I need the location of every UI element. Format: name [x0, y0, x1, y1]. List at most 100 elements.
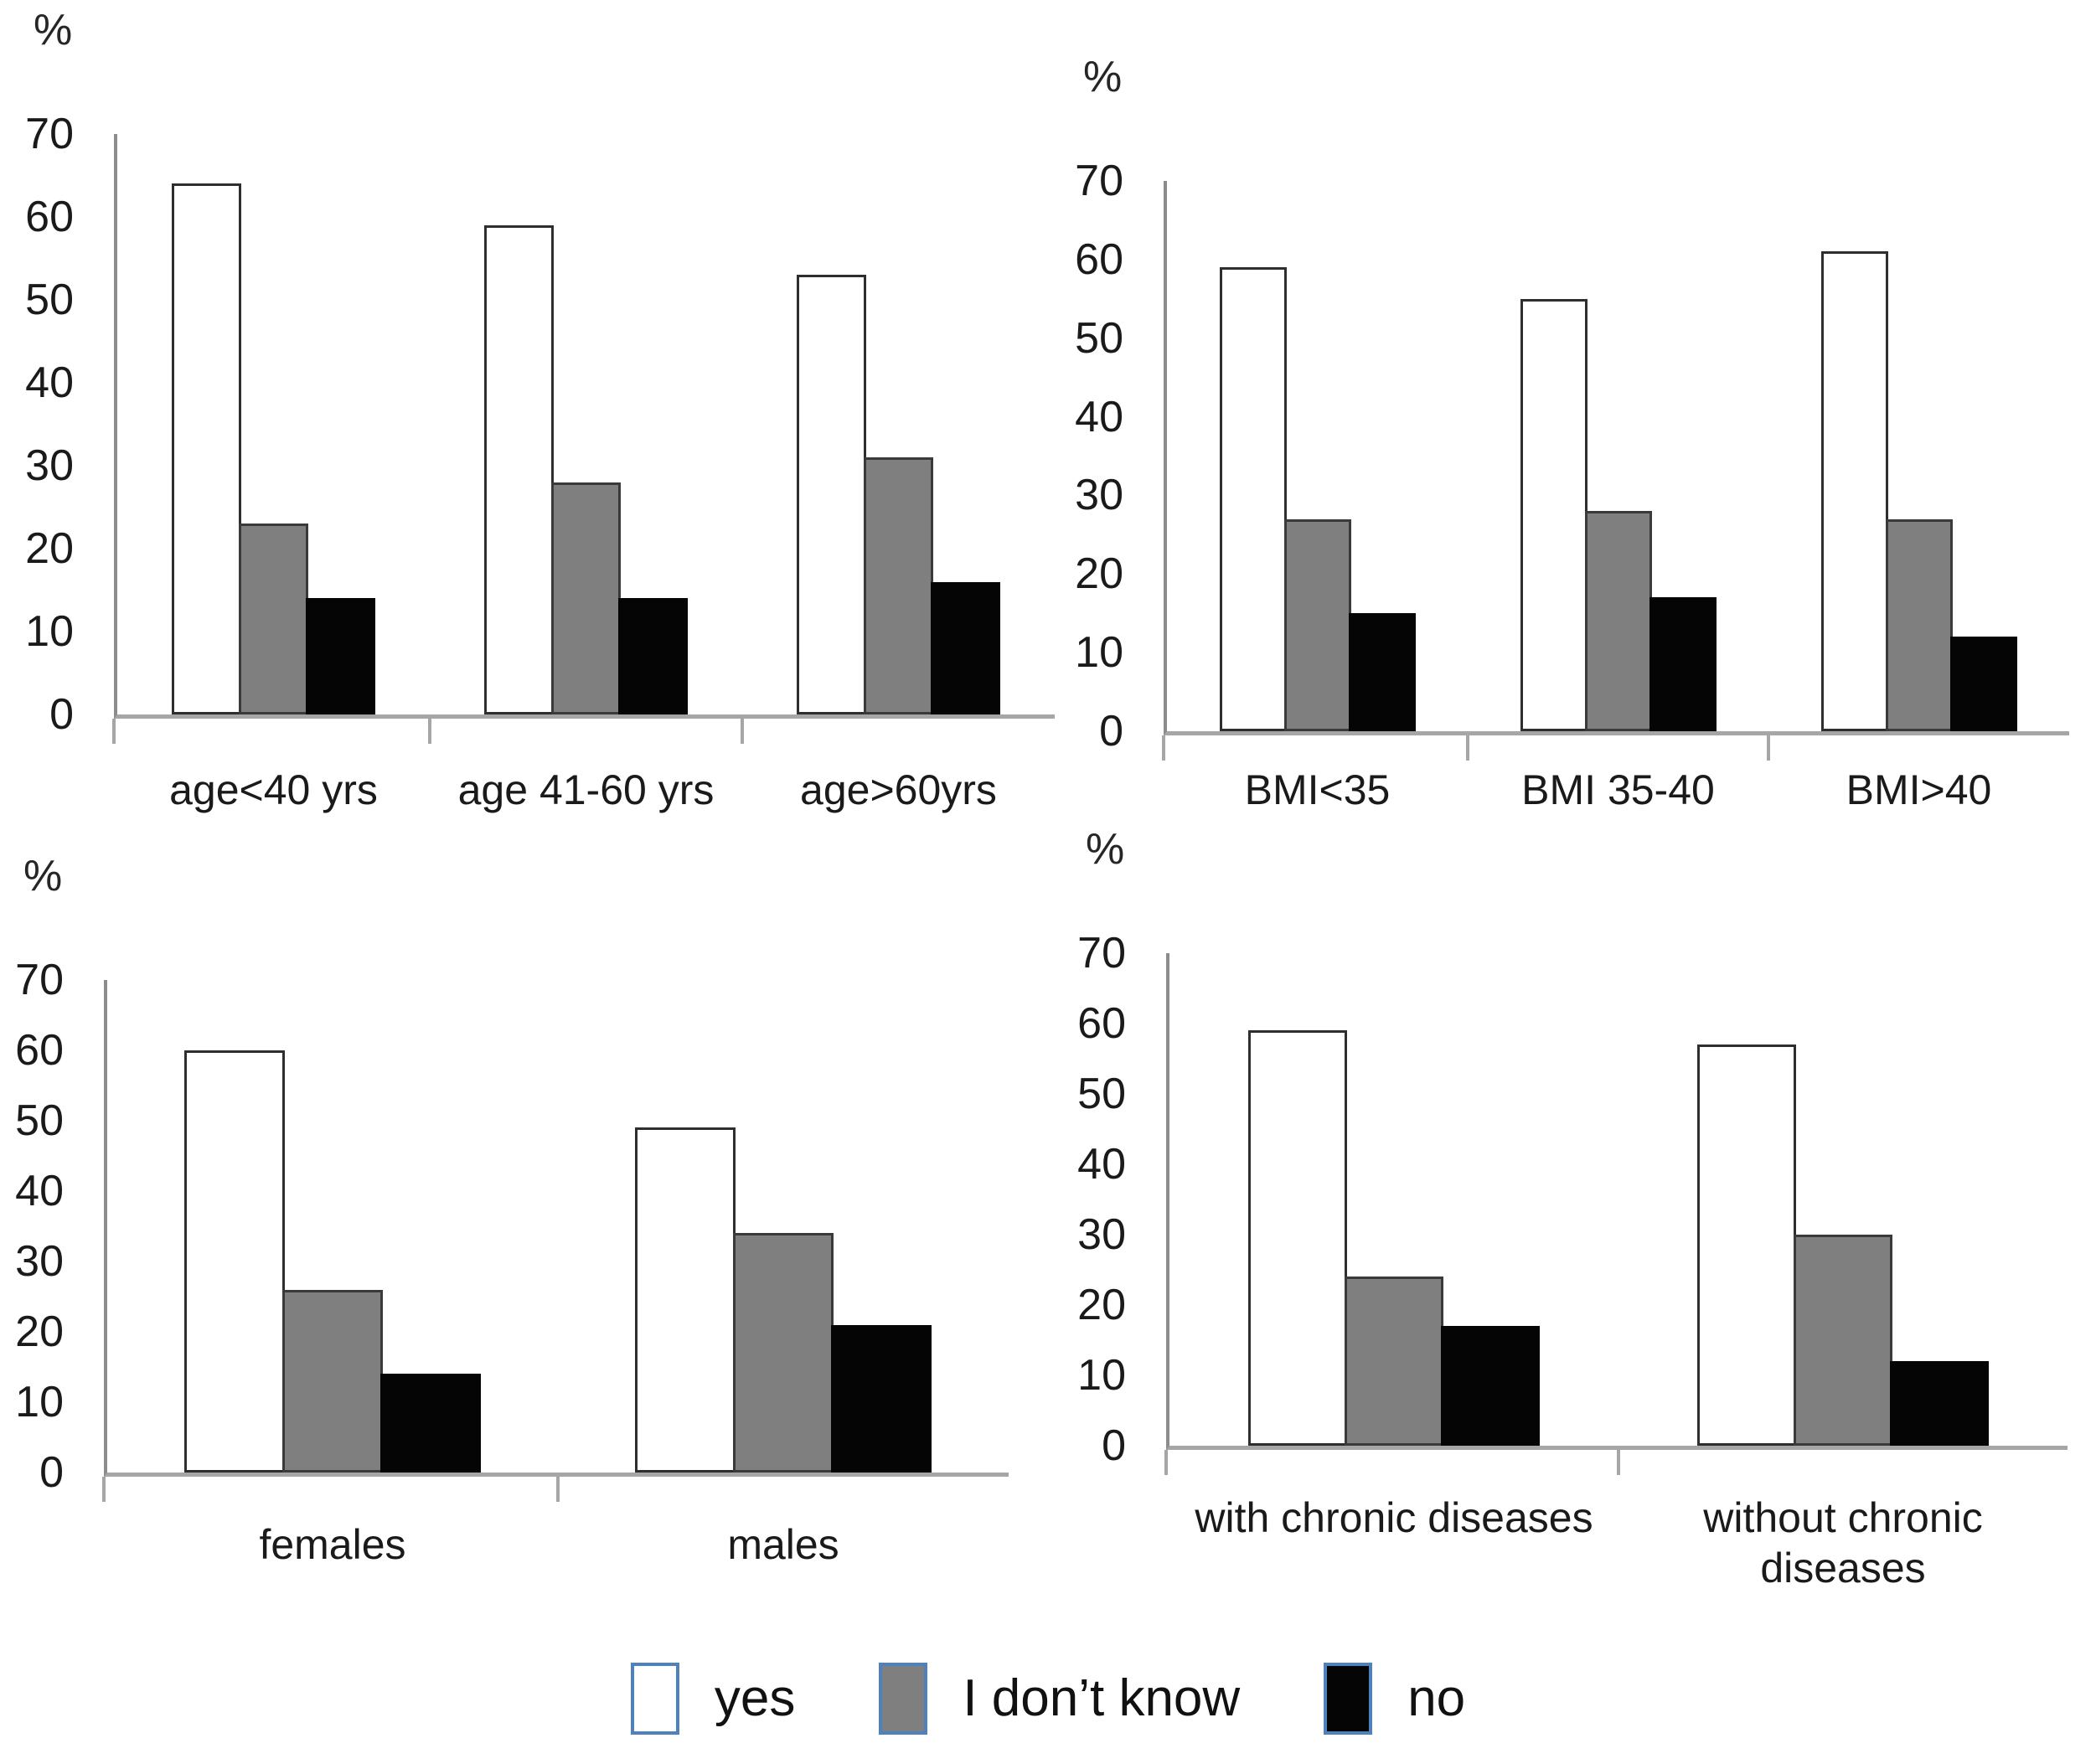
bar-yes	[1520, 298, 1587, 731]
bar-yes	[1820, 251, 1888, 731]
bar-i-don-t-know	[1584, 511, 1652, 731]
category-group	[1768, 181, 2069, 731]
bar-i-don-t-know	[864, 457, 933, 714]
y-axis-tick-label: 70	[1077, 929, 1126, 977]
legend-label: yes	[714, 1669, 796, 1727]
axis-end-tick	[112, 719, 116, 744]
y-axis-tick-label: 20	[15, 1308, 64, 1356]
category-group	[558, 980, 1009, 1473]
y-axis-tick-label: 50	[15, 1096, 64, 1145]
bar-yes	[172, 183, 241, 714]
bar-i-don-t-know	[239, 524, 308, 714]
category-group	[117, 134, 430, 714]
percent-axis-unit-label: %	[1086, 825, 1125, 874]
legend-item-yes: yes	[630, 1663, 796, 1735]
bar-i-don-t-know	[1345, 1277, 1443, 1446]
category-boundary-tick	[1466, 735, 1469, 761]
y-axis-tick-label: 50	[25, 275, 74, 324]
y-axis-tick-label: 10	[25, 607, 74, 656]
category-group	[1167, 181, 1468, 731]
y-axis-tick-label: 0	[1102, 1421, 1126, 1470]
y-axis-tick-label: 20	[1077, 1281, 1126, 1329]
y-axis-tick-label: 10	[1077, 1351, 1126, 1400]
bar-no	[1348, 613, 1416, 731]
y-axis-tick-label: 30	[15, 1236, 64, 1286]
axis-end-tick	[1162, 735, 1165, 761]
category-group	[107, 980, 558, 1473]
y-axis-tick-label: 50	[1075, 313, 1123, 363]
y-axis-tick-label: 60	[1075, 235, 1123, 284]
y-axis-tick-label: 40	[1077, 1140, 1126, 1189]
category-label: males	[727, 1521, 839, 1568]
category-labels: age<40 yrs age 41-60 yrs age>60yrs	[117, 765, 1055, 815]
y-axis-tick-label: 50	[1077, 1069, 1126, 1118]
category-group	[1169, 953, 1618, 1446]
category-boundary-tick	[1767, 735, 1770, 761]
bar-i-don-t-know	[733, 1233, 834, 1473]
category-label: age>60yrs	[800, 766, 997, 813]
bar-no	[306, 598, 375, 714]
category-boundary-tick	[1617, 1450, 1620, 1475]
y-axis-tick-label: 60	[1077, 998, 1126, 1048]
plot-area	[107, 980, 1009, 1473]
plot-area	[1169, 953, 2068, 1446]
bar-yes	[184, 1050, 285, 1473]
bar-no	[1949, 637, 2017, 731]
category-label: females	[259, 1521, 406, 1568]
bar-i-don-t-know	[551, 482, 621, 714]
axis-end-tick	[102, 1477, 106, 1502]
category-label: age 41-60 yrs	[457, 766, 715, 813]
category-group	[742, 134, 1055, 714]
category-label: age<40 yrs	[169, 766, 378, 813]
y-axis-tick-label: 60	[25, 192, 74, 241]
category-label: BMI 35-40	[1521, 766, 1715, 813]
percent-axis-unit-label: %	[23, 852, 63, 900]
plot-area	[1167, 181, 2069, 731]
legend: yes I don’t know no	[0, 1663, 2096, 1735]
bar-yes	[1248, 1030, 1347, 1446]
bar-yes	[1219, 267, 1287, 731]
chart-by-chronic-disease: % 70 60 50 40 30 20 10 0 with chronic diseases wit…	[1077, 826, 2068, 1591]
y-axis-tick-label: 0	[39, 1448, 64, 1497]
bar-yes	[635, 1127, 736, 1473]
bar-yes	[484, 224, 554, 714]
legend-label: I don’t know	[963, 1669, 1241, 1727]
y-axis-tick-label: 70	[15, 956, 64, 1004]
category-boundary-tick	[556, 1477, 560, 1502]
bar-no	[831, 1324, 932, 1473]
y-axis-tick-label: 40	[1075, 392, 1123, 441]
category-boundary-tick	[428, 719, 431, 744]
bar-no	[1441, 1326, 1540, 1446]
category-label: without chronic diseases	[1703, 1494, 1983, 1591]
y-axis-tick-label: 60	[15, 1025, 64, 1075]
bar-yes	[797, 275, 866, 714]
category-labels: BMI<35 BMI 35-40 BMI>40	[1167, 765, 2069, 815]
legend-swatch-yes	[630, 1663, 679, 1735]
plot-area	[117, 134, 1055, 714]
category-group	[1468, 181, 1768, 731]
legend-swatch-no	[1324, 1663, 1373, 1735]
legend-item-no: no	[1324, 1663, 1465, 1735]
y-axis-tick-label: 40	[25, 358, 74, 407]
category-label: with chronic diseases	[1195, 1494, 1593, 1541]
bar-no	[618, 598, 688, 714]
percent-axis-unit-label: %	[34, 6, 73, 54]
category-group	[430, 134, 742, 714]
y-axis-tick-label: 30	[25, 441, 74, 490]
chart-by-bmi: % 70 60 50 40 30 20 10 0 BMI<35 BMI 35-40 BMI>40	[1075, 54, 2069, 813]
category-group	[1618, 953, 2068, 1446]
y-axis-tick-label: 0	[49, 690, 74, 739]
y-axis-tick-label: 70	[25, 110, 74, 158]
y-axis-tick-label: 70	[1075, 157, 1123, 205]
chart-by-gender: % 70 60 50 40 30 20 10 0 females males	[15, 853, 1009, 1568]
y-axis-tick-label: 20	[1075, 549, 1123, 599]
bar-no	[380, 1374, 481, 1473]
category-boundary-tick	[741, 719, 744, 744]
y-axis-tick-label: 10	[1075, 628, 1123, 678]
bar-i-don-t-know	[1885, 518, 1953, 731]
bar-no	[1649, 597, 1717, 731]
legend-swatch-i-don-t-know	[879, 1663, 928, 1735]
bar-i-don-t-know	[1794, 1235, 1892, 1446]
legend-label: no	[1407, 1669, 1466, 1727]
